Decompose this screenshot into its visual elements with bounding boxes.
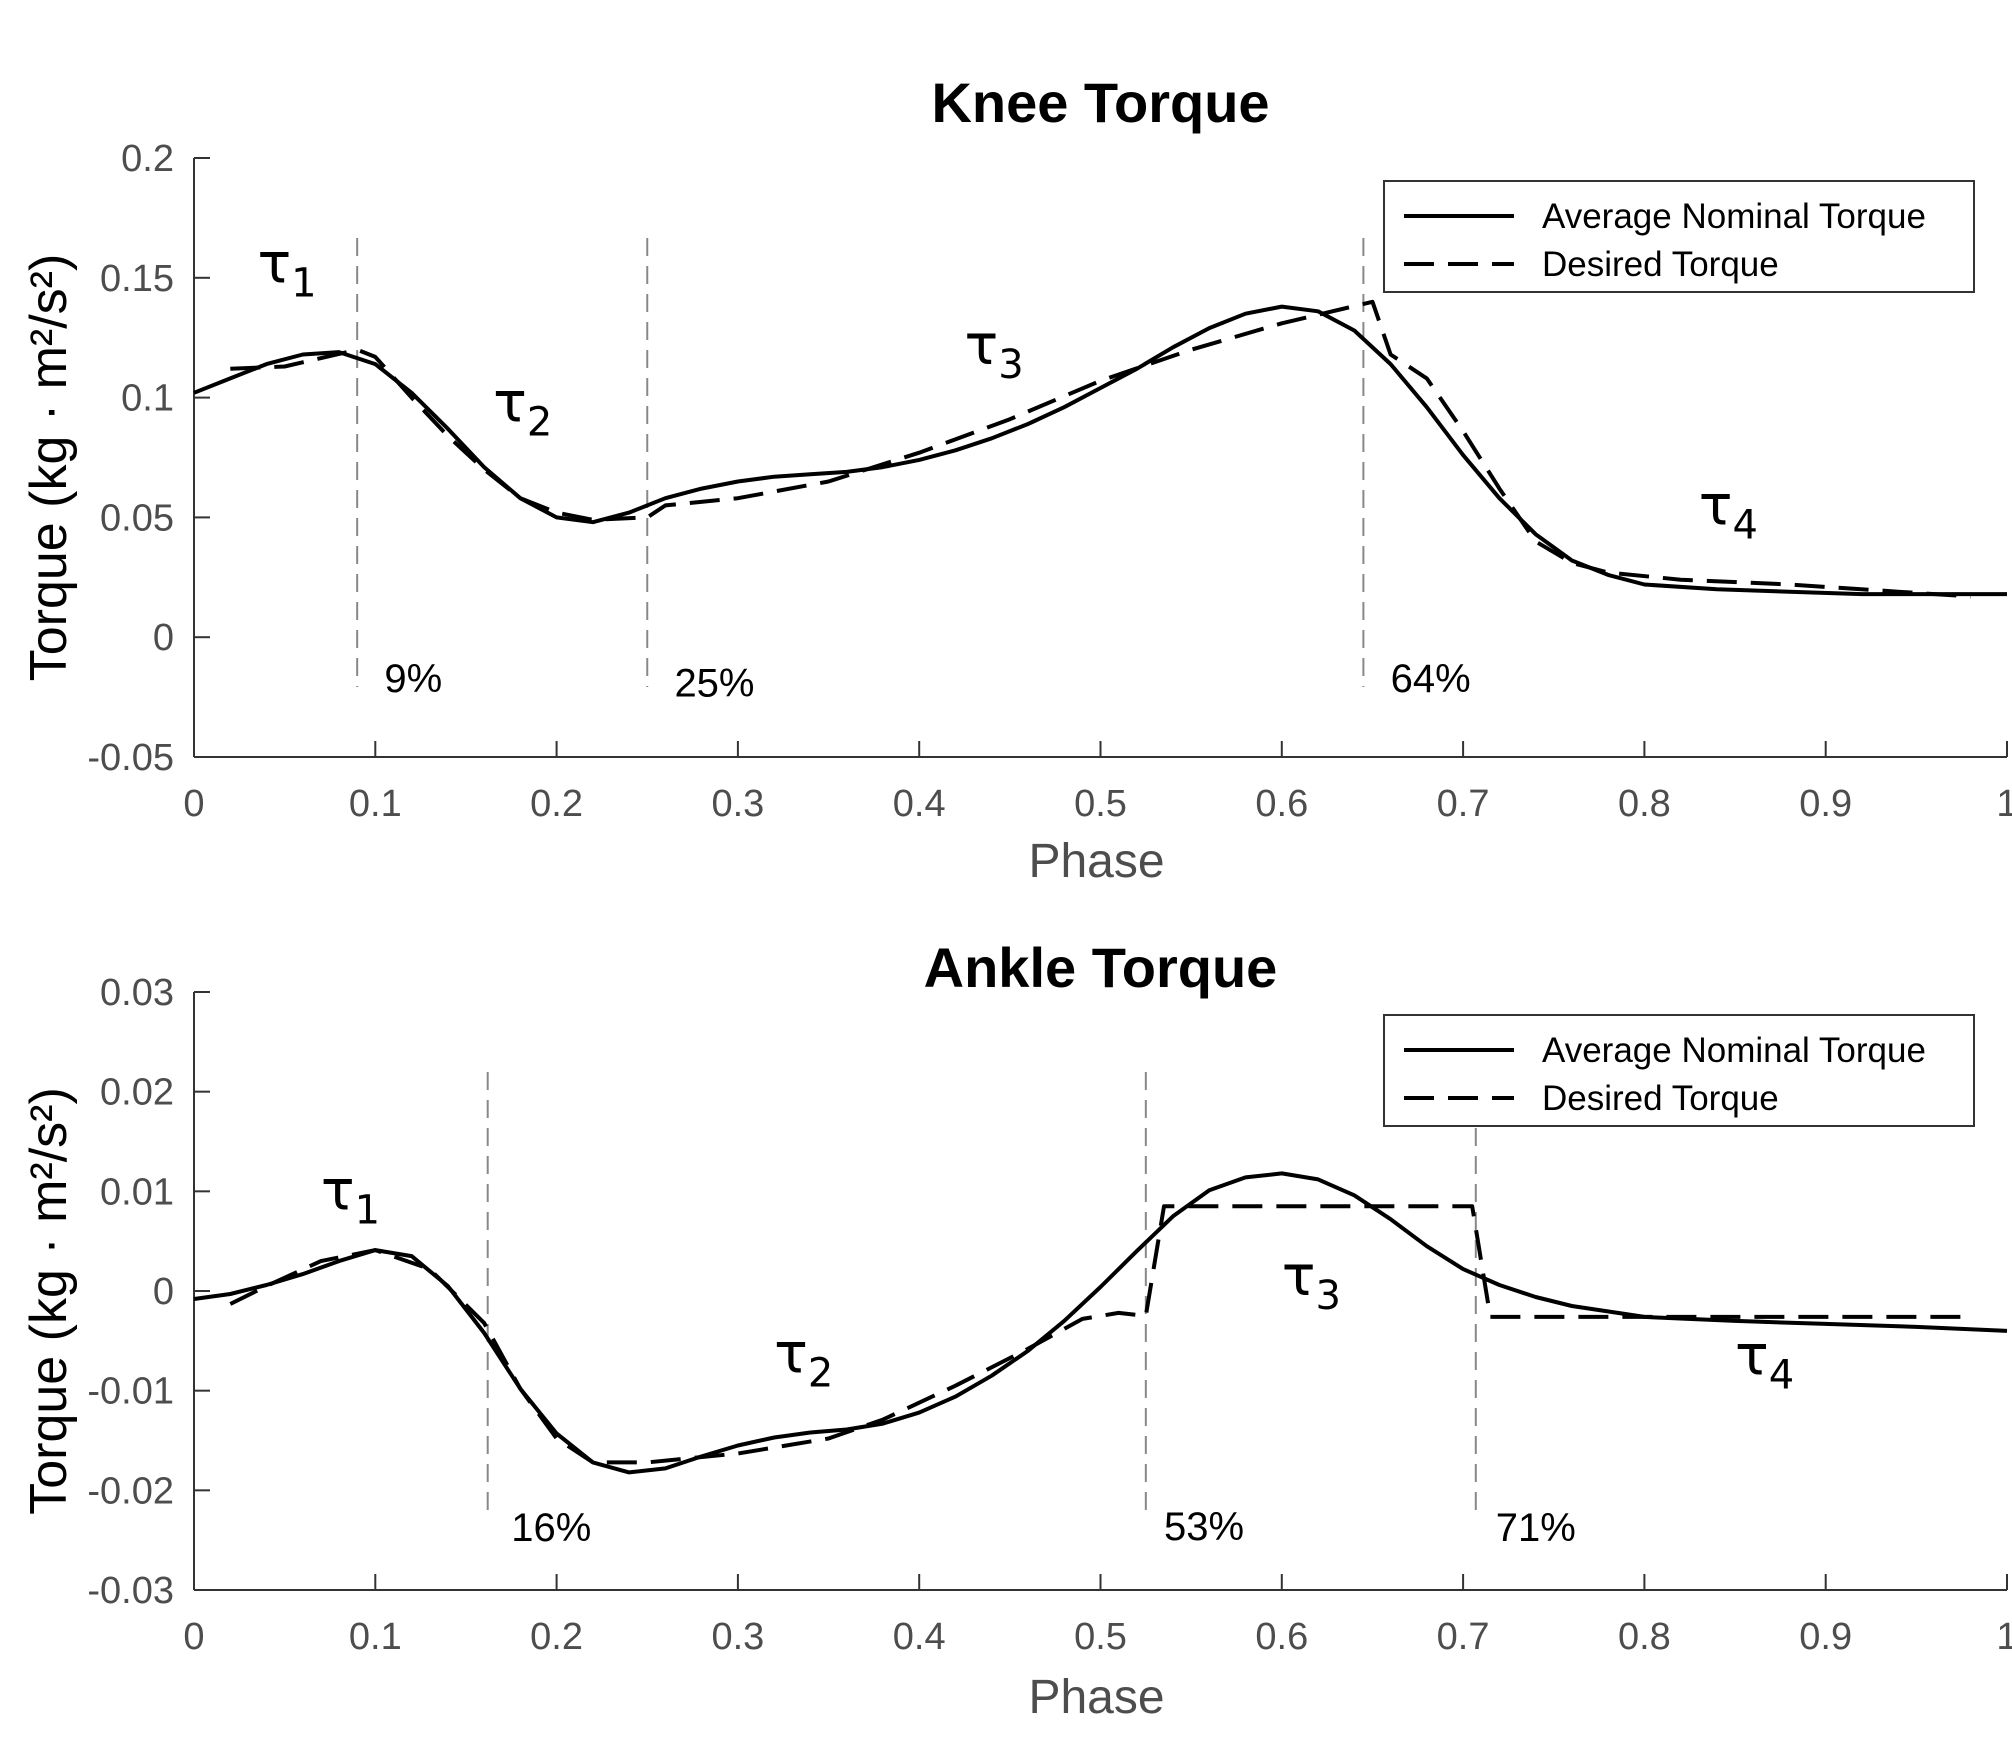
- chart-0-legend: Average Nominal Torque Desired Torque: [1383, 180, 1975, 293]
- tau-symbol: τ: [257, 232, 291, 297]
- chart-0-y-tick-label: 0.15: [100, 258, 174, 300]
- chart-0-annotation: 25%: [674, 662, 754, 706]
- chart-1-x-tick-label: 1: [1996, 1616, 2012, 1658]
- chart-0-segment-label: τ4: [1699, 474, 1758, 549]
- tau-subscript: 4: [1733, 503, 1758, 549]
- chart-0-y-tick-label: 0.05: [100, 497, 174, 539]
- chart-1-x-tick-label: 0.3: [711, 1616, 764, 1658]
- tau-subscript: 2: [808, 1351, 833, 1397]
- chart-1-x-label: Phase: [1028, 1671, 1164, 1724]
- chart-0-title: Knee Torque: [931, 71, 1269, 134]
- chart-1-y-tick-label: 0.02: [100, 1072, 174, 1114]
- chart-0-x-tick-label: 0.7: [1437, 783, 1490, 825]
- chart-1-y-tick-label: -0.03: [87, 1570, 174, 1612]
- tau-subscript: 4: [1769, 1353, 1794, 1399]
- chart-1: Ankle Torque 0 0.1 0.2 0.3 0.4 0.5 0.6 0.7 0.8 0.9…: [20, 936, 2012, 1724]
- chart-0-x-tick-label: 0.3: [711, 783, 764, 825]
- tau-subscript: 2: [527, 400, 552, 446]
- chart-0-y-tick-label: 0.1: [121, 378, 174, 420]
- chart-1-x-tick-label: 0.7: [1437, 1616, 1490, 1658]
- chart-1-y-tick-label: -0.01: [87, 1371, 174, 1413]
- tau-symbol: τ: [774, 1322, 808, 1387]
- chart-0-x-tick-label: 0: [183, 783, 204, 825]
- chart-1-x-tick-label: 0.9: [1799, 1616, 1852, 1658]
- chart-1-x-tick-label: 0.8: [1618, 1616, 1671, 1658]
- chart-1-legend: Average Nominal Torque Desired Torque: [1383, 1014, 1975, 1127]
- chart-1-legend-label: Desired Torque: [1542, 1079, 1779, 1118]
- chart-0-x-tick-label: 0.4: [893, 783, 946, 825]
- chart-0-legend-label: Desired Torque: [1542, 245, 1779, 284]
- chart-0-segment-label: τ3: [965, 313, 1024, 388]
- chart-0-y-tick-label: 0: [153, 617, 174, 659]
- chart-0-y-tick-label: 0.2: [121, 138, 174, 180]
- chart-1-y-label: Torque (kg · m²/s²): [20, 1087, 78, 1515]
- chart-0-x-tick-label: 0.9: [1799, 783, 1852, 825]
- chart-1-x-tick-label: 0.4: [893, 1616, 946, 1658]
- tau-subscript: 3: [998, 342, 1023, 388]
- chart-1-legend-label: Average Nominal Torque: [1542, 1031, 1926, 1070]
- chart-0-annotation: 9%: [384, 657, 442, 701]
- chart-0-x-tick-label: 0.6: [1255, 783, 1308, 825]
- chart-1-segment-label: τ3: [1282, 1244, 1341, 1319]
- chart-0-annotation: 64%: [1391, 657, 1471, 701]
- chart-0-x-label: Phase: [1028, 835, 1164, 888]
- chart-1-segment-label: τ1: [321, 1158, 380, 1233]
- chart-1-legend-box: [1383, 1014, 1975, 1127]
- chart-1-annotation: 53%: [1164, 1505, 1244, 1549]
- chart-0-x-tick-label: 0.8: [1618, 783, 1671, 825]
- chart-1-annotation: 16%: [511, 1506, 591, 1550]
- tau-symbol: τ: [965, 313, 999, 378]
- chart-1-segment-label: τ2: [774, 1322, 833, 1397]
- tau-subscript: 1: [291, 261, 316, 307]
- chart-1-x-tick-label: 0.1: [349, 1616, 402, 1658]
- chart-1-x-tick-label: 0: [183, 1616, 204, 1658]
- chart-0-x-tick-label: 0.2: [530, 783, 583, 825]
- chart-0: Knee Torque 0 0.1 0.2 0.3 0.4 0.5 0.6 0.7 0.8 0.9 1…: [20, 71, 2012, 888]
- chart-0-x-tick-label: 1: [1996, 783, 2012, 825]
- chart-1-series-desired-torque: [229, 1204, 1971, 1465]
- tau-symbol: τ: [1735, 1324, 1769, 1389]
- chart-0-x-tick-label: 0.1: [349, 783, 402, 825]
- chart-0-series-desired-torque: [230, 299, 1971, 599]
- tau-symbol: τ: [321, 1158, 355, 1223]
- chart-1-x-tick-label: 0.6: [1255, 1616, 1308, 1658]
- chart-1-x-tick-label: 0.2: [530, 1616, 583, 1658]
- chart-1-segment-label: τ4: [1735, 1324, 1794, 1399]
- tau-subscript: 3: [1316, 1273, 1341, 1319]
- chart-1-y-tick-label: -0.02: [87, 1470, 174, 1512]
- chart-1-y-tick-label: 0: [153, 1271, 174, 1313]
- chart-0-segment-label: τ1: [257, 232, 316, 307]
- chart-1-x-tick-label: 0.5: [1074, 1616, 1127, 1658]
- tau-symbol: τ: [1699, 474, 1733, 539]
- chart-1-y-tick-label: 0.03: [100, 972, 174, 1014]
- chart-1-title: Ankle Torque: [924, 936, 1278, 999]
- chart-1-y-tick-label: 0.01: [100, 1171, 174, 1213]
- chart-0-y-label: Torque (kg · m²/s²): [20, 254, 78, 682]
- tau-symbol: τ: [1282, 1244, 1316, 1309]
- chart-1-annotation: 71%: [1496, 1506, 1576, 1550]
- tau-symbol: τ: [493, 371, 527, 436]
- chart-0-legend-box: [1383, 180, 1975, 293]
- chart-0-y-tick-label: -0.05: [87, 737, 174, 779]
- chart-0-x-tick-label: 0.5: [1074, 783, 1127, 825]
- chart-0-series-nominal-torque: [193, 304, 2007, 597]
- tau-subscript: 1: [355, 1187, 380, 1233]
- chart-0-segment-label: τ2: [493, 371, 552, 446]
- chart-0-legend-label: Average Nominal Torque: [1542, 197, 1926, 236]
